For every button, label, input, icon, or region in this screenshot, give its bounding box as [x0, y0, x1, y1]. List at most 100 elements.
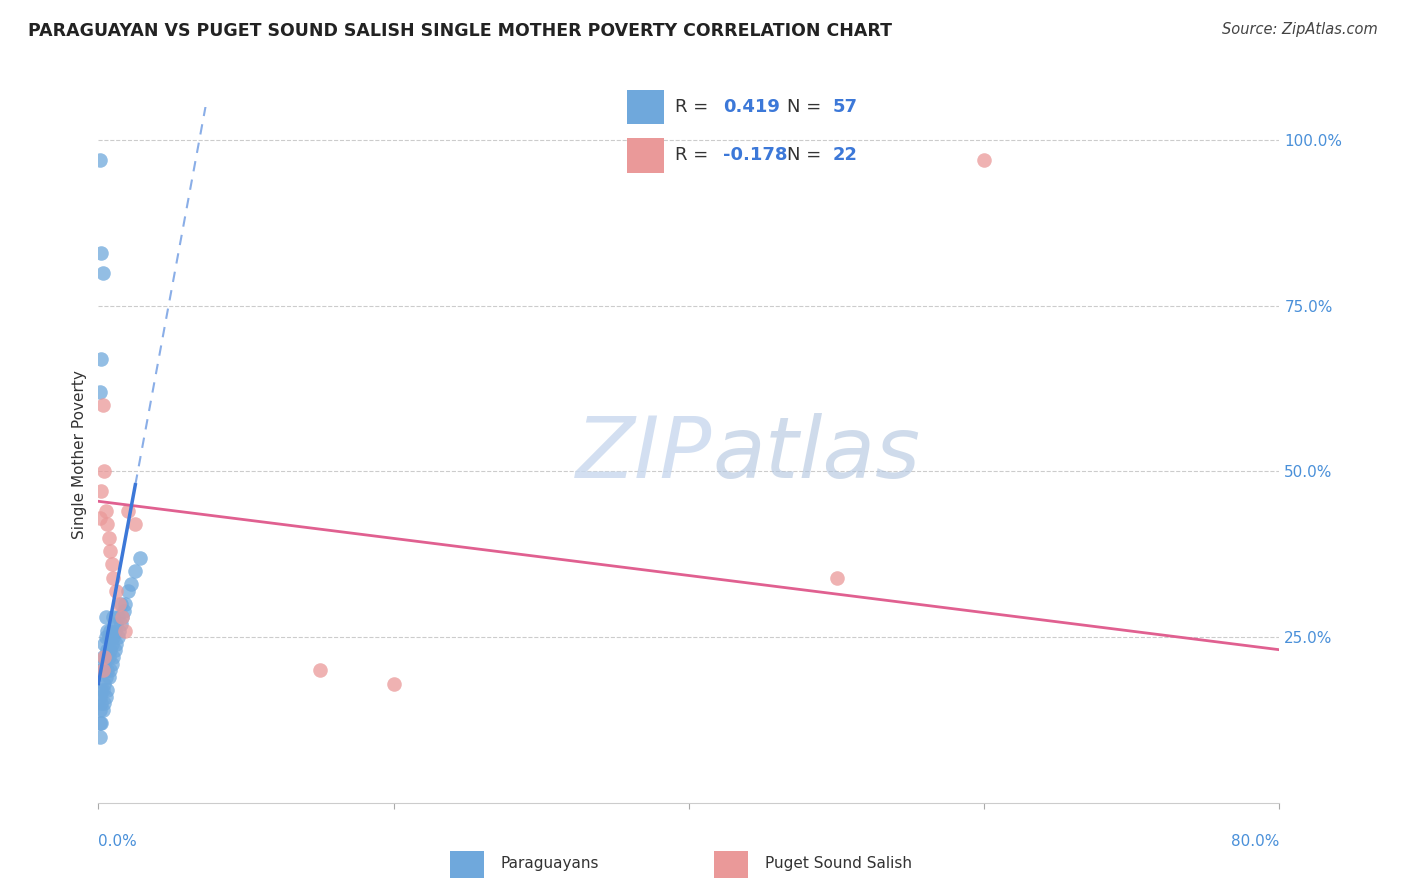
Point	[94, 630, 117, 644]
Bar	[714, 851, 748, 878]
Point	[89, 703, 111, 717]
Point	[97, 630, 120, 644]
Point	[93, 676, 115, 690]
Point	[94, 610, 117, 624]
Point	[93, 697, 115, 711]
Point	[105, 583, 128, 598]
Point	[91, 663, 114, 677]
Point	[90, 351, 112, 366]
Point	[90, 484, 112, 499]
Text: 0.0%: 0.0%	[98, 834, 138, 849]
Point	[100, 637, 122, 651]
Point	[105, 616, 128, 631]
Text: Paraguayans: Paraguayans	[501, 855, 599, 871]
Point	[111, 610, 134, 624]
Bar	[450, 851, 484, 878]
Point	[93, 650, 115, 665]
Point	[91, 663, 114, 677]
Text: atlas: atlas	[713, 413, 921, 497]
Text: ZIP: ZIP	[576, 413, 713, 497]
Text: 80.0%: 80.0%	[1232, 834, 1279, 849]
Point	[124, 564, 146, 578]
Point	[110, 597, 132, 611]
Point	[96, 663, 118, 677]
Point	[104, 643, 127, 657]
Point	[973, 153, 995, 167]
Point	[110, 616, 132, 631]
Point	[103, 570, 125, 584]
Point	[825, 570, 848, 584]
Point	[128, 550, 150, 565]
Point	[91, 683, 114, 698]
Bar	[627, 137, 664, 173]
Point	[94, 650, 117, 665]
Text: R =: R =	[675, 98, 714, 116]
Point	[309, 663, 332, 677]
Point	[103, 650, 125, 665]
Point	[97, 670, 120, 684]
Point	[89, 716, 111, 731]
Point	[96, 643, 118, 657]
Text: -0.178: -0.178	[723, 146, 787, 164]
Point	[112, 604, 135, 618]
Point	[103, 610, 125, 624]
Point	[93, 637, 115, 651]
Point	[91, 650, 114, 665]
Point	[100, 558, 122, 572]
Point	[98, 643, 121, 657]
Point	[93, 465, 115, 479]
Text: R =: R =	[675, 146, 714, 164]
Text: N =: N =	[787, 146, 827, 164]
Point	[100, 657, 122, 671]
Point	[117, 583, 139, 598]
Text: 0.419: 0.419	[723, 98, 779, 116]
Text: 57: 57	[832, 98, 858, 116]
Point	[107, 630, 129, 644]
Point	[382, 676, 405, 690]
Bar	[627, 89, 664, 124]
Point	[89, 730, 111, 744]
Point	[94, 690, 117, 704]
Point	[107, 610, 129, 624]
Point	[94, 670, 117, 684]
Point	[89, 690, 111, 704]
Point	[105, 637, 128, 651]
Point	[117, 504, 139, 518]
Point	[90, 683, 112, 698]
Point	[89, 384, 111, 399]
Point	[93, 657, 115, 671]
Point	[124, 517, 146, 532]
Point	[91, 398, 114, 412]
Point	[114, 624, 136, 638]
Point	[120, 577, 142, 591]
Point	[97, 531, 120, 545]
Point	[90, 716, 112, 731]
Text: N =: N =	[787, 98, 827, 116]
Point	[91, 703, 114, 717]
Point	[94, 504, 117, 518]
Point	[111, 610, 134, 624]
Point	[96, 517, 118, 532]
Point	[98, 663, 121, 677]
Point	[108, 624, 131, 638]
Point	[96, 624, 118, 638]
Y-axis label: Single Mother Poverty: Single Mother Poverty	[72, 370, 87, 540]
Point	[97, 650, 120, 665]
Text: PARAGUAYAN VS PUGET SOUND SALISH SINGLE MOTHER POVERTY CORRELATION CHART: PARAGUAYAN VS PUGET SOUND SALISH SINGLE …	[28, 22, 893, 40]
Point	[89, 153, 111, 167]
Point	[90, 697, 112, 711]
Point	[89, 511, 111, 525]
Point	[96, 683, 118, 698]
Text: 22: 22	[832, 146, 858, 164]
Point	[104, 624, 127, 638]
Point	[98, 544, 121, 558]
Text: Source: ZipAtlas.com: Source: ZipAtlas.com	[1222, 22, 1378, 37]
Text: Puget Sound Salish: Puget Sound Salish	[765, 855, 912, 871]
Point	[90, 663, 112, 677]
Point	[114, 597, 136, 611]
Point	[98, 624, 121, 638]
Point	[103, 630, 125, 644]
Point	[91, 266, 114, 280]
Point	[90, 245, 112, 260]
Point	[108, 597, 131, 611]
